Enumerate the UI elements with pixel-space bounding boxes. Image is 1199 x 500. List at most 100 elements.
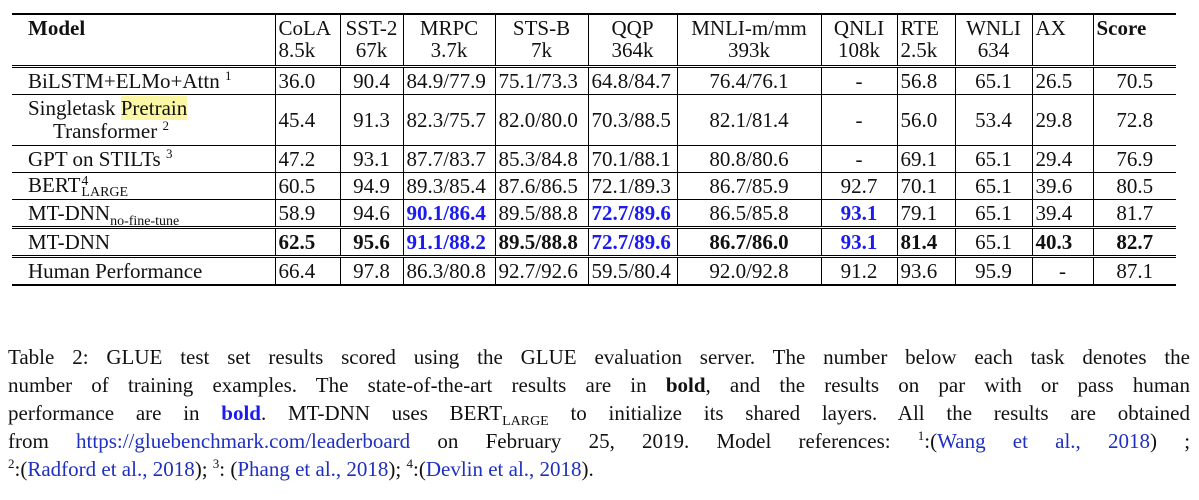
model-name: Singletask Pretrain Transformer 2: [28, 96, 188, 143]
cell-wnli: 53.4: [954, 94, 1032, 146]
cell-sst2: 97.8: [339, 256, 403, 285]
citation-devlin[interactable]: Devlin et al., 2018: [425, 457, 582, 481]
table-row: BERT4 LARGE 60.5 94.9 89.3/85.4 87.6/86.5…: [12, 172, 1176, 201]
cell-mnli: 86.7/86.0: [676, 227, 821, 257]
cell-score: 70.5: [1092, 66, 1176, 95]
cell-score: 80.5: [1092, 172, 1176, 200]
cell-ax: 39.6: [1031, 172, 1093, 200]
cell-mrpc: 90.1/86.4: [402, 199, 495, 228]
model-name: BERT4 LARGE: [28, 172, 129, 201]
cell-score: 81.7: [1092, 199, 1176, 228]
cell-qqp: 72.1/89.3: [587, 172, 677, 200]
cell-sst2: 95.6: [339, 227, 403, 257]
cell-stsb: 85.3/84.8: [494, 145, 588, 173]
header-mnli: MNLI-m/mm 393k: [676, 14, 821, 67]
table-row: Singletask Pretrain Transformer 2 45.4 9…: [12, 94, 1176, 146]
cell-sst2: 91.3: [339, 94, 403, 146]
cell-qqp: 70.3/88.5: [587, 94, 677, 146]
cell-wnli: 65.1: [954, 172, 1032, 200]
cell-cola: 60.5: [274, 172, 340, 200]
cell-mrpc: 82.3/75.7: [402, 94, 495, 146]
table-row: GPT on STILTs 3 47.2 93.1 87.7/83.7 85.3…: [12, 145, 1176, 173]
header-ax: AX: [1031, 14, 1093, 67]
caption-line-1: Table 2: GLUE test set results scored us…: [8, 345, 1190, 369]
cell-sst2: 94.6: [339, 199, 403, 228]
cell-qqp: 59.5/80.4: [587, 256, 677, 285]
header-qnli: QNLI 108k: [820, 14, 897, 67]
cell-mnli: 86.5/85.8: [676, 199, 821, 228]
header-sst2: SST-2 67k: [339, 14, 403, 67]
table-caption: Table 2: GLUE test set results scored us…: [8, 343, 1190, 483]
cell-stsb: 89.5/88.8: [494, 227, 588, 257]
caption-line-3: performance are in bold. MT-DNN uses BER…: [8, 401, 1190, 429]
model-name: MT-DNN: [28, 229, 111, 254]
cell-qqp: 72.7/89.6: [587, 199, 677, 228]
cell-score: 76.9: [1092, 145, 1176, 173]
header-qqp: QQP 364k: [587, 14, 677, 67]
cell-qnli: 92.7: [820, 172, 897, 200]
caption-line-4: from https://gluebenchmark.com/leaderboa…: [8, 428, 1191, 453]
cell-wnli: 65.1: [954, 199, 1032, 228]
cell-mnli: 92.0/92.8: [676, 256, 821, 285]
cell-cola: 36.0: [274, 66, 340, 95]
cell-qnli: -: [820, 94, 897, 146]
citation-phang[interactable]: Phang et al., 2018: [237, 457, 389, 481]
cell-wnli: 95.9: [954, 256, 1032, 285]
table-header-row: Model CoLA 8.5k SST-2 67k MRPC 3.7k STS-B 7k…: [12, 14, 1176, 67]
table-row: Human Performance 66.4 97.8 86.3/80.8 92…: [12, 256, 1176, 285]
cell-stsb: 82.0/80.0: [494, 94, 588, 146]
header-score: Score: [1092, 14, 1176, 67]
cell-mrpc: 87.7/83.7: [402, 145, 495, 173]
cell-mrpc: 84.9/77.9: [402, 66, 495, 95]
cell-qnli: -: [820, 145, 897, 173]
caption-line-5: 2:(Radford et al., 2018); 3: (Phang et a…: [8, 456, 594, 481]
cell-ax: 39.4: [1031, 199, 1093, 228]
cell-ax: 26.5: [1031, 66, 1093, 95]
cell-cola: 62.5: [274, 227, 340, 257]
cell-mnli: 86.7/85.9: [676, 172, 821, 200]
cell-mrpc: 91.1/88.2: [402, 227, 495, 257]
cell-mrpc: 86.3/80.8: [402, 256, 495, 285]
cell-mrpc: 89.3/85.4: [402, 172, 495, 200]
cell-cola: 58.9: [274, 199, 340, 228]
results-table: Model CoLA 8.5k SST-2 67k MRPC 3.7k STS-B 7k…: [12, 13, 1176, 286]
citation-wang[interactable]: Wang et al., 2018: [937, 429, 1150, 453]
cell-rte: 93.6: [896, 256, 955, 285]
model-name: GPT on STILTs 3: [28, 145, 173, 171]
header-cola: CoLA 8.5k: [274, 14, 340, 67]
cell-qqp: 72.7/89.6: [587, 227, 677, 257]
header-mrpc: MRPC 3.7k: [402, 14, 495, 67]
cell-rte: 56.0: [896, 94, 955, 146]
model-name: BiLSTM+ELMo+Attn 1: [28, 67, 232, 93]
caption-line-2: number of training examples. The state-o…: [8, 373, 1190, 397]
cell-rte: 79.1: [896, 199, 955, 228]
cell-cola: 47.2: [274, 145, 340, 173]
cell-mnli: 82.1/81.4: [676, 94, 821, 146]
cell-mnli: 80.8/80.6: [676, 145, 821, 173]
model-name: MT-DNNno-fine-tune: [28, 200, 180, 229]
cell-stsb: 89.5/88.8: [494, 199, 588, 228]
cell-qqp: 64.8/84.7: [587, 66, 677, 95]
cell-qnli: 93.1: [820, 199, 897, 228]
cell-wnli: 65.1: [954, 145, 1032, 173]
cell-rte: 70.1: [896, 172, 955, 200]
cell-ax: -: [1031, 256, 1093, 285]
highlight: Pretrain: [120, 96, 188, 120]
leaderboard-link[interactable]: https://gluebenchmark.com/leaderboard: [76, 429, 411, 453]
cell-qnli: 93.1: [820, 227, 897, 257]
cell-qqp: 70.1/88.1: [587, 145, 677, 173]
cell-cola: 66.4: [274, 256, 340, 285]
citation-radford[interactable]: Radford et al., 2018: [27, 457, 195, 481]
header-stsb: STS-B 7k: [494, 14, 588, 67]
header-wnli: WNLI 634: [954, 14, 1032, 67]
cell-sst2: 93.1: [339, 145, 403, 173]
header-rte: RTE 2.5k: [896, 14, 955, 67]
cell-rte: 81.4: [896, 227, 955, 257]
table-row: BiLSTM+ELMo+Attn 1 36.0 90.4 84.9/77.9 7…: [12, 66, 1176, 95]
cell-rte: 56.8: [896, 66, 955, 95]
cell-score: 87.1: [1092, 256, 1176, 285]
cell-ax: 29.4: [1031, 145, 1093, 173]
cell-qnli: -: [820, 66, 897, 95]
cell-rte: 69.1: [896, 145, 955, 173]
model-name: Human Performance: [28, 258, 203, 283]
